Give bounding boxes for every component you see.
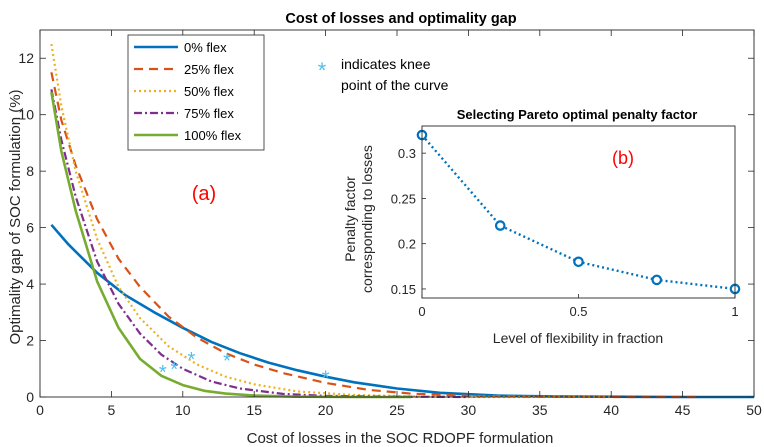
inset-y-tick-label: 0.15 xyxy=(391,282,416,297)
legend-label-75-flex: 75% flex xyxy=(184,106,234,121)
x-tick-label: 20 xyxy=(318,402,334,418)
series-line-75-flex xyxy=(50,89,469,399)
inset-y-tick-label: 0.2 xyxy=(398,237,416,252)
x-tick-label: 40 xyxy=(603,402,619,418)
main-chart-title: Cost of losses and optimality gap xyxy=(285,11,516,27)
main-y-axis-label: Optimality gap of SOC formulation (%) xyxy=(7,89,24,344)
inset-plot-area: 0 0.5 1 0.15 0.2 0.25 0.3 xyxy=(391,125,741,319)
knee-point-marker: * xyxy=(223,351,231,373)
knee-annotation-star-icon: * xyxy=(318,58,327,83)
inset-x-tick-label: 0 xyxy=(418,304,425,319)
knee-point-marker: * xyxy=(187,349,195,371)
y-tick-label: 0 xyxy=(26,389,34,405)
x-tick-label: 15 xyxy=(246,402,262,418)
inset-data-point xyxy=(651,274,663,286)
inset-data-point xyxy=(494,220,506,231)
knee-point-marker: * xyxy=(322,368,330,390)
y-tick-label: 4 xyxy=(26,276,34,292)
y-tick-label: 2 xyxy=(26,333,34,349)
inset-x-tick-label: 0.5 xyxy=(569,304,587,319)
legend-label-50-flex: 50% flex xyxy=(184,84,234,99)
y-tick-label: 6 xyxy=(26,220,34,236)
x-tick-label: 5 xyxy=(108,402,116,418)
knee-point-marker: * xyxy=(170,359,178,381)
inset-data-point xyxy=(573,256,584,268)
y-tick-label: 10 xyxy=(18,107,34,123)
inset-y-axis-label-line2: corresponding to losses xyxy=(359,145,375,293)
x-tick-label: 25 xyxy=(389,402,405,418)
legend-box xyxy=(127,34,265,151)
y-tick-label: 12 xyxy=(18,50,34,66)
x-tick-label: 50 xyxy=(746,402,762,418)
main-panel-label: (a) xyxy=(192,183,216,205)
x-tick-label: 45 xyxy=(675,402,691,418)
x-tick-label: 30 xyxy=(461,402,477,418)
inset-plot-background xyxy=(422,126,735,298)
inset-y-axis-label-line1: Penalty factor xyxy=(342,176,358,262)
inset-panel-label: (b) xyxy=(612,148,634,168)
inset-chart-title: Selecting Pareto optimal penalty factor xyxy=(457,107,698,122)
x-tick-label: 10 xyxy=(175,402,191,418)
knee-point-marker: * xyxy=(159,362,167,384)
knee-annotation-line2: point of the curve xyxy=(341,77,449,93)
series-line-25-flex xyxy=(50,72,697,399)
inset-y-tick-label: 0.3 xyxy=(398,146,416,161)
legend: 0% flex 25% flex 50% flex 75% flex 100% flex xyxy=(127,34,265,151)
inset-x-axis-label: Level of flexibility in fraction xyxy=(493,330,663,346)
series-line-100-flex xyxy=(50,91,412,399)
legend-label-25-flex: 25% flex xyxy=(184,62,234,77)
inset-y-tick-label: 0.25 xyxy=(391,191,416,206)
inset-x-tick-label: 1 xyxy=(731,304,738,319)
x-tick-label: 0 xyxy=(36,402,44,418)
legend-label-100-flex: 100% flex xyxy=(184,128,242,143)
inset-chart: Selecting Pareto optimal penalty factor … xyxy=(338,103,745,353)
x-tick-label: 35 xyxy=(532,402,548,418)
knee-annotation-line1: indicates knee xyxy=(341,56,431,72)
y-tick-label: 8 xyxy=(26,163,34,179)
legend-label-0-flex: 0% flex xyxy=(184,40,227,55)
main-x-axis-label: Cost of losses in the SOC RDOPF formulat… xyxy=(247,430,554,447)
